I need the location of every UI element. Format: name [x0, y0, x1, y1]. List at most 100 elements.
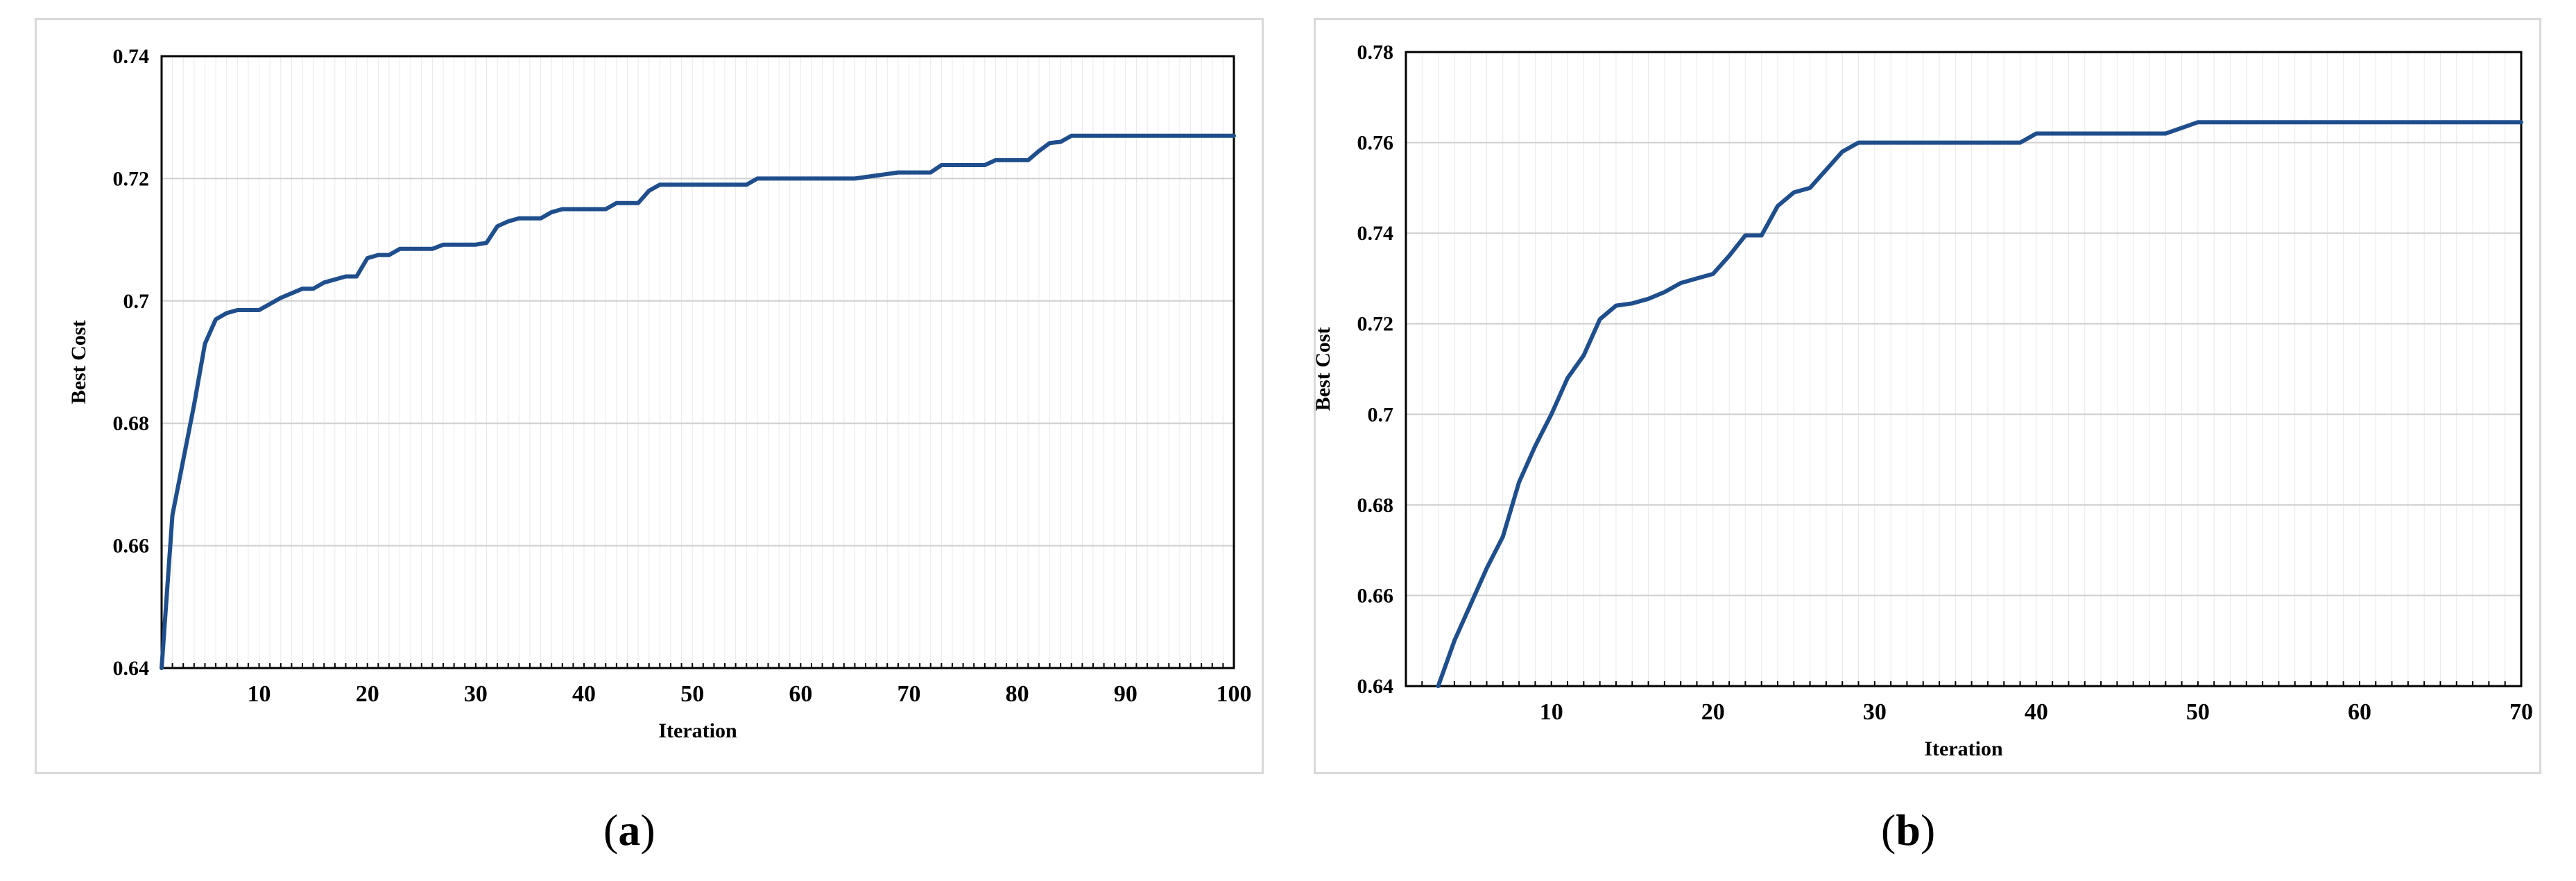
chart1-data-point: [1825, 169, 1828, 171]
chart0-data-point: [994, 159, 997, 162]
chart0-data-point: [1070, 135, 1073, 137]
chart0-x-tick-label: 80: [1006, 681, 1029, 707]
chart0-data-point: [247, 309, 250, 311]
chart-b-svg: 0.64 0.66 0.68 0.7 0.72 0.74 0.76 0.78 10 20 30 40 5…: [1316, 41, 2533, 760]
chart1-y-tick-label: 0.76: [1357, 132, 1394, 155]
chart0-data-point: [1233, 135, 1235, 137]
chart1-y-tick-label: 0.64: [1357, 675, 1394, 698]
chart0-data-point: [756, 177, 759, 180]
chart1-data-point: [1760, 234, 1763, 237]
chart1-data-point: [1469, 603, 1472, 606]
chart0-data-point: [637, 202, 639, 205]
chart0-data-point: [540, 217, 542, 220]
chart0-data-point: [474, 243, 477, 246]
chart0-data-point: [529, 217, 531, 220]
caption-a: (a): [603, 805, 655, 855]
chart0-data-point: [182, 459, 184, 461]
chart0-y-tick-label: 0.68: [113, 412, 150, 435]
chart1-minor-gridlines: [1405, 52, 2522, 686]
chart1-data-point: [1486, 567, 1488, 570]
chart1-data-point: [1599, 318, 1602, 320]
chart1-y-tick-label: 0.66: [1357, 584, 1394, 607]
chart0-data-point: [626, 202, 628, 205]
chart-panel-a: 0.64 0.66 0.68 0.7 0.72 0.74 10 20 30 40 50 60 70 80 9…: [35, 18, 1264, 774]
chart0-x-tick-label: 50: [680, 681, 704, 707]
chart0-data-point: [344, 275, 347, 278]
chart0-data-point: [691, 183, 694, 186]
chart0-data-point: [951, 164, 954, 166]
chart0-data-point: [193, 404, 196, 407]
chart0-data-point: [648, 189, 651, 192]
chart0-data-point: [604, 208, 607, 211]
chart0-data-point: [1049, 142, 1051, 144]
chart0-data-point: [561, 208, 564, 211]
chart0-data-point: [1005, 159, 1008, 162]
chart0-data-point: [366, 257, 369, 259]
chart1-data-point: [1809, 187, 1812, 189]
chart0-data-point: [214, 318, 217, 320]
chart0-y-tick-label: 0.7: [123, 290, 150, 313]
chart1-data-point: [2520, 121, 2523, 123]
chart0-minor-gridlines: [161, 56, 1235, 668]
chart0-y-tick-label: 0.74: [113, 45, 150, 68]
chart1-data-point: [1679, 282, 1682, 284]
chart1-data-point: [1631, 302, 1633, 305]
chart0-data-point: [908, 171, 911, 174]
chart0-x-tick-label: 60: [789, 681, 812, 707]
chart1-data-point: [1453, 640, 1456, 642]
chart1-data-point: [1566, 377, 1569, 379]
chart0-data-point: [377, 254, 379, 257]
chart0-data-point: [388, 254, 390, 257]
chart0-series-line: [160, 133, 1236, 670]
chart1-x-tick-label: 50: [2186, 699, 2210, 725]
chart0-data-point: [301, 287, 304, 290]
chart1-y-tick-label: 0.78: [1357, 41, 1394, 64]
chart0-data-point: [875, 174, 878, 177]
chart0-data-point: [984, 164, 986, 166]
chart1-data-point: [2197, 121, 2199, 123]
caption-b-letter: b: [1896, 805, 1921, 855]
chart0-x-tick-label: 90: [1114, 681, 1137, 707]
chart0-data-point: [940, 164, 943, 166]
chart0-data-point: [767, 177, 770, 180]
chart0-data-point: [594, 208, 596, 211]
chart0-plot-frame: [160, 55, 1235, 669]
chart1-data-point: [1518, 481, 1520, 484]
chart1-y-tick-label: 0.7: [1368, 403, 1394, 426]
chart0-data-point: [225, 311, 228, 314]
chart0-data-point: [1038, 150, 1040, 153]
chart0-data-point: [550, 211, 553, 214]
chart0-data-point: [745, 183, 748, 186]
chart0-data-point: [431, 248, 433, 250]
chart0-data-point: [517, 217, 520, 220]
chart0-data-point: [929, 171, 932, 174]
chart0-data-point: [171, 514, 174, 517]
chart1-y-tick-label: 0.74: [1357, 222, 1394, 245]
chart0-data-point: [615, 202, 618, 205]
chart0-y-tick-label: 0.66: [113, 535, 150, 558]
chart1-data-point: [1744, 234, 1746, 237]
chart0-data-point: [485, 241, 488, 244]
chart1-plot-frame: [1405, 51, 2523, 687]
chart0-data-point: [962, 164, 965, 166]
chart0-y-tick-label: 0.64: [113, 657, 150, 680]
chart0-x-tick-label: 100: [1217, 681, 1252, 707]
chart1-y-axis-title: Best Cost: [1316, 327, 1334, 411]
chart1-data-point: [1776, 205, 1779, 207]
chart1-y-tick-label: 0.68: [1357, 494, 1394, 517]
chart0-y-axis-title: Best Cost: [67, 320, 90, 404]
chart0-data-point: [897, 171, 900, 174]
chart1-x-tick-label: 70: [2509, 699, 2533, 725]
chart1-x-tick-label: 40: [2025, 699, 2048, 725]
chart1-x-tick-label: 20: [1701, 699, 1725, 725]
chart1-data-point: [1712, 273, 1715, 275]
chart-a-svg: 0.64 0.66 0.68 0.7 0.72 0.74 10 20 30 40 50 60 70 80 9…: [67, 45, 1252, 742]
chart-panel-b: 0.64 0.66 0.68 0.7 0.72 0.74 0.76 0.78 10 20 30 40 5…: [1314, 18, 2541, 774]
chart0-data-point: [420, 248, 423, 250]
chart0-data-point: [236, 309, 239, 311]
chart0-data-point: [496, 225, 499, 228]
chart0-data-point: [312, 287, 315, 290]
chart1-data-point: [1841, 151, 1844, 153]
chart0-data-point: [258, 309, 261, 311]
chart0-data-point: [853, 177, 856, 180]
